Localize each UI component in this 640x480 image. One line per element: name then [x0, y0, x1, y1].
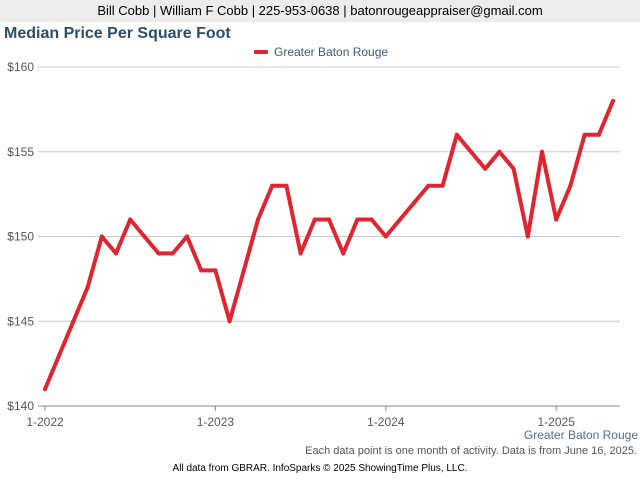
- data-point[interactable]: [170, 251, 175, 256]
- data-point[interactable]: [483, 166, 488, 171]
- data-point[interactable]: [156, 251, 161, 256]
- data-point[interactable]: [256, 217, 260, 222]
- data-point[interactable]: [341, 251, 346, 256]
- data-point[interactable]: [284, 183, 289, 188]
- data-point[interactable]: [199, 268, 204, 273]
- data-point[interactable]: [99, 234, 104, 239]
- data-point[interactable]: [582, 132, 587, 137]
- data-point[interactable]: [568, 183, 573, 188]
- y-tick-label: $140: [7, 399, 34, 413]
- y-tick-label: $160: [7, 60, 34, 74]
- data-point[interactable]: [596, 132, 601, 137]
- data-point[interactable]: [454, 132, 459, 137]
- data-point[interactable]: [412, 200, 417, 205]
- data-point[interactable]: [369, 217, 374, 222]
- data-note: Each data point is one month of activity…: [305, 445, 637, 457]
- data-point[interactable]: [355, 217, 360, 222]
- data-point[interactable]: [525, 234, 530, 239]
- data-point[interactable]: [298, 251, 303, 256]
- x-tick-label: 1-2023: [197, 415, 235, 429]
- data-point[interactable]: [128, 217, 133, 222]
- data-point[interactable]: [114, 251, 118, 256]
- data-point[interactable]: [497, 149, 502, 154]
- data-point[interactable]: [71, 319, 76, 324]
- x-tick-label: 1-2024: [367, 415, 405, 429]
- x-tick-label: 1-2022: [26, 415, 64, 429]
- y-axis-ticks: $140 $145 $150 $155 $160: [7, 60, 34, 413]
- grid-lines: [38, 66, 620, 407]
- data-point[interactable]: [611, 98, 615, 103]
- data-point[interactable]: [57, 353, 62, 358]
- data-point[interactable]: [270, 183, 275, 188]
- data-point[interactable]: [398, 217, 402, 222]
- data-point[interactable]: [227, 319, 232, 324]
- contact-bar: Bill Cobb | William F Cobb | 225-953-063…: [0, 0, 640, 22]
- chart-legend[interactable]: Greater Baton Rouge: [254, 45, 388, 59]
- legend-swatch: [254, 50, 268, 54]
- plot-area: [43, 98, 615, 392]
- data-point[interactable]: [554, 217, 559, 222]
- data-point[interactable]: [383, 234, 388, 239]
- contact-text: Bill Cobb | William F Cobb | 225-953-063…: [97, 3, 543, 18]
- data-point[interactable]: [327, 217, 331, 222]
- y-tick-label: $155: [7, 145, 34, 159]
- data-point[interactable]: [469, 149, 473, 154]
- data-point[interactable]: [426, 183, 431, 188]
- region-label: Greater Baton Rouge: [523, 428, 638, 442]
- x-axis-ticks: 1-2022 1-2023 1-2024 1-2025: [26, 406, 575, 429]
- x-tick-label: 1-2025: [538, 415, 576, 429]
- legend-label: Greater Baton Rouge: [274, 45, 389, 59]
- data-point[interactable]: [142, 234, 147, 239]
- chart-title: Median Price Per Square Foot: [4, 25, 231, 42]
- data-point[interactable]: [440, 183, 445, 188]
- data-point[interactable]: [85, 285, 90, 290]
- series-line[interactable]: [43, 98, 615, 392]
- data-point[interactable]: [540, 149, 544, 154]
- y-tick-label: $145: [7, 314, 34, 328]
- data-point[interactable]: [185, 234, 189, 239]
- credit-footer: All data from GBRAR. InfoSparks © 2025 S…: [172, 463, 468, 474]
- data-point[interactable]: [511, 166, 516, 171]
- data-point[interactable]: [213, 268, 218, 273]
- data-point[interactable]: [241, 268, 246, 273]
- data-point[interactable]: [312, 217, 317, 222]
- y-tick-label: $150: [7, 230, 34, 244]
- data-point[interactable]: [43, 387, 47, 392]
